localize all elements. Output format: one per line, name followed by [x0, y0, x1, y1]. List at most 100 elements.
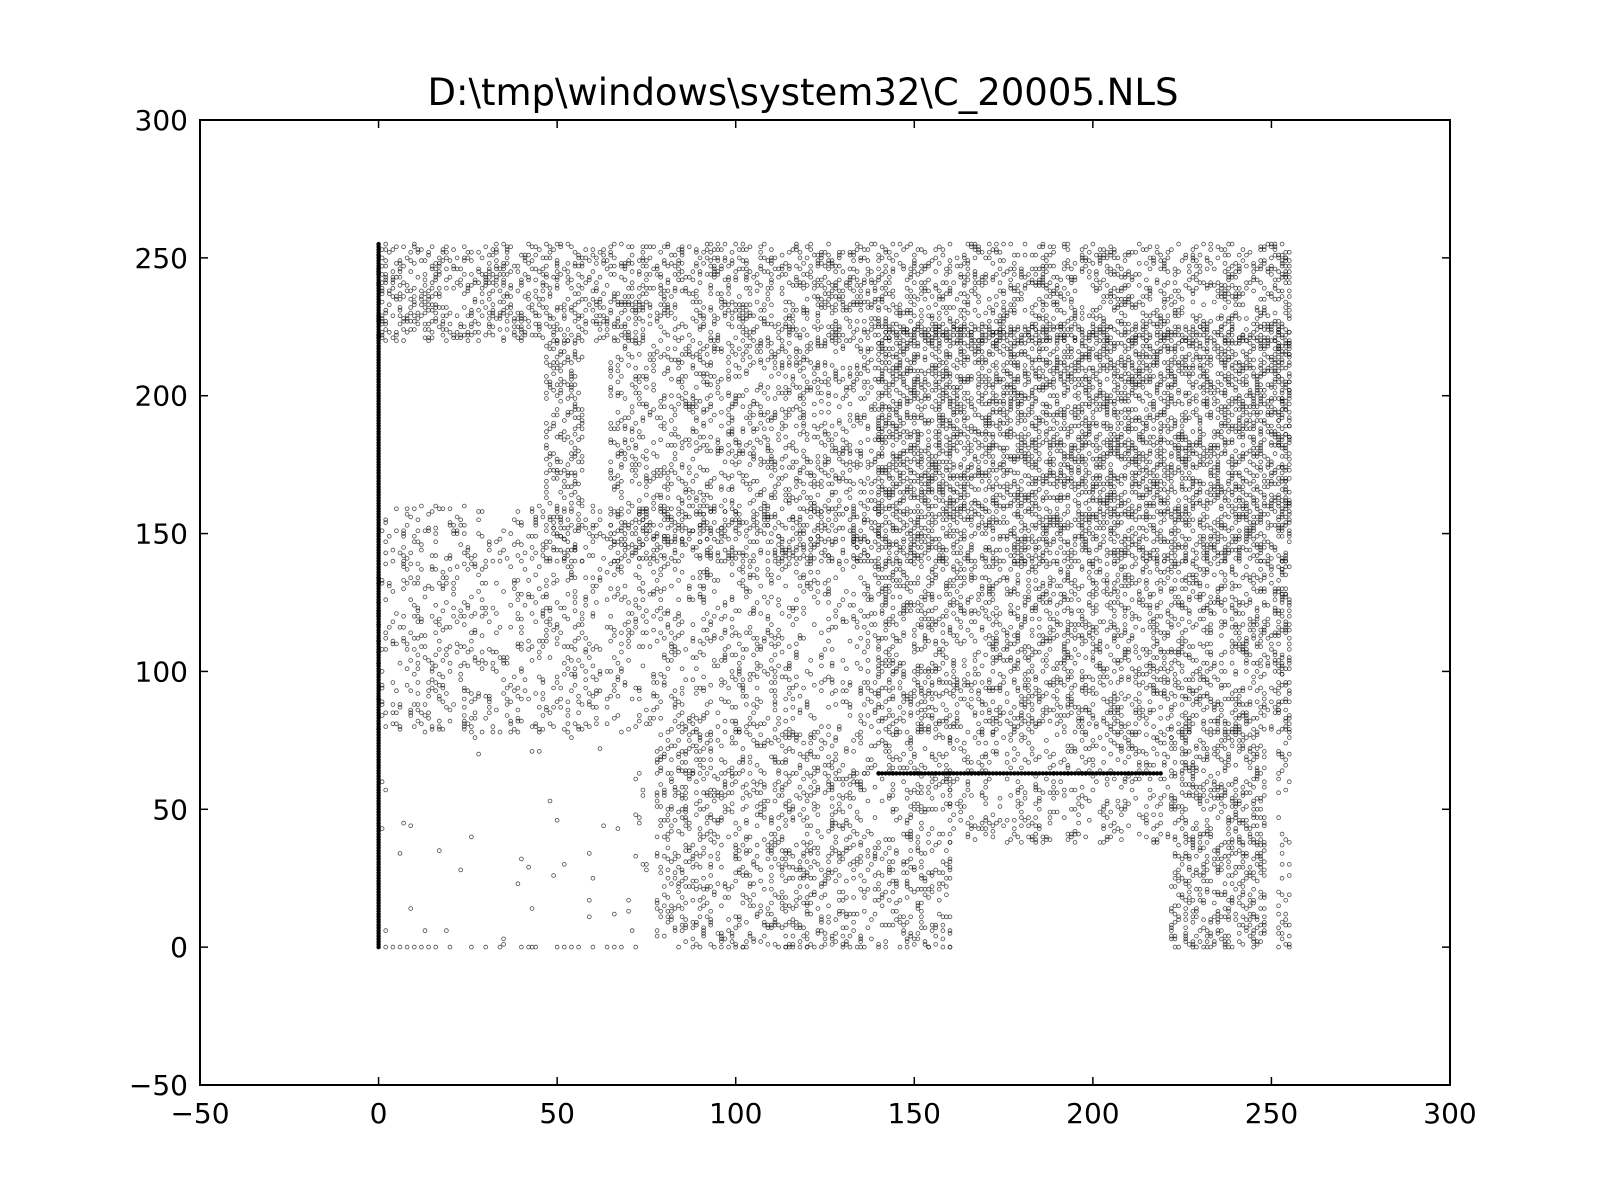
scatter-point	[436, 291, 442, 297]
scatter-point	[383, 280, 389, 286]
scatter-point	[461, 305, 467, 310]
scatter-point	[422, 283, 428, 288]
scatter-point	[929, 294, 935, 299]
scatter-point	[394, 332, 399, 338]
scatter-point	[665, 263, 671, 269]
scatter-point	[697, 269, 703, 274]
scatter-point	[461, 324, 467, 330]
scatter-point	[536, 327, 542, 332]
scatter-point	[444, 327, 449, 332]
scatter-point	[590, 296, 596, 302]
scatter-point	[501, 310, 506, 316]
scatter-point	[729, 310, 735, 316]
scatter-point	[415, 316, 421, 321]
scatter-point	[840, 288, 846, 294]
scatter-point	[665, 305, 671, 310]
scatter-point	[501, 266, 506, 272]
scatter-point	[694, 261, 699, 266]
scatter-point	[836, 252, 842, 258]
scatter-point	[536, 247, 542, 252]
scatter-point	[686, 274, 692, 280]
scatter-point	[740, 241, 746, 247]
scatter-point	[940, 252, 946, 258]
scatter-point	[447, 321, 453, 327]
scatter-point	[640, 327, 646, 332]
scatter-point	[851, 250, 856, 255]
scatter-point	[619, 274, 624, 280]
scatter-point	[794, 244, 799, 250]
scatter-point	[840, 332, 846, 338]
scatter-point	[908, 310, 913, 316]
scatter-point	[654, 316, 660, 321]
scatter-point	[808, 269, 813, 274]
scatter-point	[661, 261, 667, 266]
scatter-point	[504, 261, 510, 266]
scatter-point	[544, 283, 549, 288]
scatter-point	[426, 338, 431, 343]
scatter-point	[876, 252, 881, 258]
scatter-point	[401, 280, 406, 286]
scatter-point	[733, 241, 738, 247]
scatter-point	[890, 294, 896, 299]
scatter-point	[611, 321, 617, 327]
scatter-point	[711, 313, 717, 319]
scatter-point	[444, 285, 449, 291]
scatter-point	[579, 285, 585, 291]
scatter-point	[640, 250, 646, 255]
scatter-point	[576, 272, 581, 277]
scatter-point	[851, 329, 856, 335]
scatter-point	[426, 250, 431, 255]
scatter-point	[619, 332, 624, 338]
scatter-point	[394, 329, 399, 335]
scatter-point	[697, 255, 703, 261]
scatter-point	[447, 310, 453, 316]
scatter-point	[694, 250, 699, 255]
scatter-point	[883, 285, 888, 291]
scatter-point	[519, 335, 524, 341]
scatter-point	[390, 247, 396, 252]
scatter-point	[436, 294, 442, 299]
scatter-point	[386, 329, 392, 335]
scatter-point	[644, 263, 649, 269]
scatter-point	[522, 255, 528, 261]
scatter-point	[576, 324, 581, 330]
scatter-point	[401, 244, 406, 250]
scatter-point	[397, 283, 403, 288]
scatter-point	[715, 335, 721, 341]
scatter-point	[783, 261, 788, 266]
scatter-point	[686, 332, 692, 338]
scatter-point	[769, 302, 774, 308]
scatter-point	[619, 241, 624, 247]
scatter-point	[672, 263, 678, 269]
scatter-point	[826, 280, 831, 286]
scatter-point	[747, 285, 753, 291]
scatter-point	[583, 307, 588, 313]
scatter-point	[544, 310, 549, 316]
scatter-point	[911, 294, 917, 299]
scatter-point	[501, 307, 506, 313]
scatter-point	[554, 307, 560, 313]
scatter-point	[458, 283, 464, 288]
scatter-point	[840, 299, 846, 305]
scatter-point	[801, 327, 806, 332]
scatter-point	[797, 255, 803, 261]
scatter-point	[801, 261, 806, 266]
scatter-point	[929, 316, 935, 321]
scatter-point	[544, 321, 549, 327]
scatter-point	[879, 272, 885, 277]
scatter-point	[733, 335, 738, 341]
scatter-point	[854, 241, 860, 247]
scatter-point	[886, 250, 892, 255]
scatter-point	[554, 285, 560, 291]
scatter-point	[601, 247, 606, 252]
scatter-point	[554, 269, 560, 274]
scatter-point	[833, 280, 838, 286]
scatter-point	[904, 285, 910, 291]
scatter-point	[490, 252, 496, 258]
scatter-point	[494, 241, 499, 247]
scatter-point	[940, 247, 946, 252]
scatter-point	[711, 318, 717, 324]
scatter-point	[872, 241, 878, 247]
scatter-point	[819, 252, 824, 258]
scatter-point	[683, 288, 688, 294]
